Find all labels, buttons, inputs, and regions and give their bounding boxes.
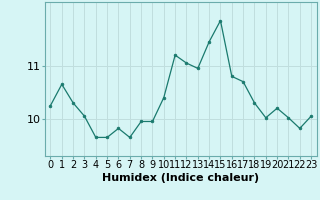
X-axis label: Humidex (Indice chaleur): Humidex (Indice chaleur) bbox=[102, 173, 260, 183]
